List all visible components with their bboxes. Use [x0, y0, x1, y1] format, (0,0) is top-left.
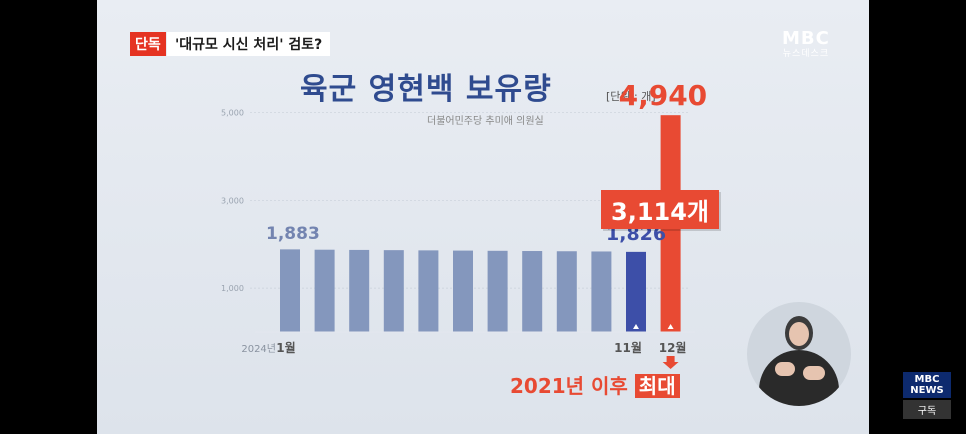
callout-highlight: 최대	[634, 374, 680, 398]
x-label-dec: 12월	[659, 340, 687, 355]
increase-label: 3,114개	[601, 190, 719, 229]
down-arrow-icon	[662, 356, 679, 369]
max-since-2021-callout: 2021년 이후 최대	[510, 370, 680, 399]
y-tick-label: 5,000	[221, 109, 244, 118]
bar-10	[591, 251, 612, 332]
bar-9	[556, 251, 577, 332]
sign-language-interpreter	[747, 302, 851, 406]
bar-1	[280, 249, 300, 332]
interpreter-face	[789, 322, 809, 346]
source-label: 더불어민주당 추미애 의원실	[427, 116, 544, 127]
bar-2	[314, 249, 335, 332]
interpreter-hand-right	[803, 366, 825, 380]
mbc-logo: MBC 뉴스데스크	[782, 28, 830, 59]
bar-3	[349, 249, 370, 332]
mbc-news-logo: MBC NEWS	[903, 372, 951, 398]
interpreter-hand-left	[775, 362, 795, 376]
bar-8	[522, 251, 543, 332]
x-label-jan: 1월	[276, 340, 295, 355]
bar-marker-11	[633, 324, 639, 329]
bar-7	[487, 250, 508, 332]
subscribe-label[interactable]: 구독	[903, 400, 951, 419]
bar-marker-12	[667, 324, 674, 329]
y-tick-label: 1,000	[221, 284, 244, 293]
y-tick-label: 3,000	[221, 196, 244, 205]
bar-5	[418, 250, 439, 332]
mbc-logo-program: 뉴스데스크	[782, 49, 830, 59]
right-letterbox	[869, 0, 966, 434]
bar-11	[626, 251, 646, 332]
unit-label: [단위 : 개]	[606, 90, 656, 103]
data-label-dec: 4,940	[618, 79, 708, 113]
bar-4	[383, 250, 404, 332]
chart-title: 육군 영현백 보유량	[300, 72, 552, 107]
headline-caption: '대규모 시신 처리' 검토?	[167, 32, 331, 56]
mbc-logo-brand: MBC	[782, 28, 830, 49]
callout-prefix: 2021년 이후	[510, 374, 635, 398]
bar-6	[453, 250, 473, 332]
exclusive-tag: 단독	[130, 32, 166, 56]
x-label-year: 2024년	[241, 343, 276, 355]
x-label-nov: 11월	[614, 340, 642, 355]
broadcast-frame	[97, 0, 869, 434]
interpreter-body	[759, 350, 839, 406]
left-letterbox	[0, 0, 97, 434]
mbc-news-subscribe-badge[interactable]: MBC NEWS 구독	[903, 372, 951, 422]
data-label-jan: 1,883	[266, 224, 320, 245]
